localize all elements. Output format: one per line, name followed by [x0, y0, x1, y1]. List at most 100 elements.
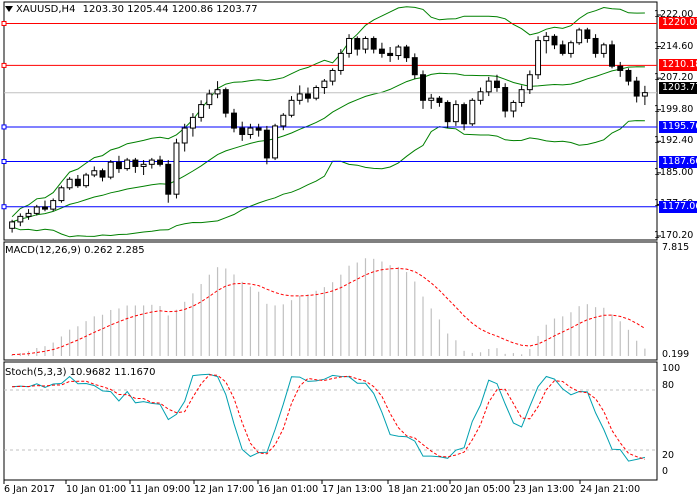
macd-axis-top: 7.815 — [662, 242, 690, 253]
bullish-candle — [124, 159, 131, 170]
bearish-candle — [304, 93, 311, 99]
bullish-candle — [428, 97, 435, 101]
bullish-candle — [600, 44, 607, 54]
bullish-candle — [198, 104, 205, 118]
price-level-tag: 1210.18 — [659, 59, 700, 72]
bullish-candle — [173, 142, 180, 195]
bullish-candle — [543, 35, 550, 42]
bearish-candle — [387, 52, 394, 57]
bearish-candle — [255, 127, 262, 131]
bullish-candle — [288, 99, 295, 116]
bullish-candle — [50, 200, 57, 210]
bearish-candle — [609, 44, 615, 67]
bullish-candle — [641, 92, 648, 97]
time-axis-label: 11 Jan 09:00 — [130, 484, 191, 495]
symbol-label: XAUUSD,H4 — [16, 4, 76, 15]
bearish-candle — [502, 87, 509, 112]
time-axis-label: 17 Jan 13:00 — [322, 484, 383, 495]
bullish-candle — [272, 125, 279, 159]
price-level-tag: 1187.66 — [659, 155, 700, 168]
bullish-candle — [189, 116, 196, 129]
stoch-signal-line — [12, 374, 646, 460]
bullish-candle — [83, 174, 90, 187]
time-axis-label: 16 Jan 01:00 — [258, 484, 319, 495]
price-level-tag: 1177.06 — [659, 200, 700, 213]
bollinger-lower-line — [11, 120, 645, 238]
bullish-candle — [140, 163, 147, 167]
bearish-candle — [420, 74, 426, 101]
bullish-candle — [296, 93, 303, 101]
bearish-candle — [115, 161, 122, 170]
macd-pane-frame — [3, 241, 658, 361]
price-axis-label: 1199.80 — [654, 103, 694, 115]
bullish-candle — [321, 80, 328, 89]
bullish-candle — [91, 170, 98, 176]
time-axis-label: 12 Jan 17:00 — [194, 484, 255, 495]
bullish-candle — [33, 206, 40, 214]
price-level-handle — [1, 124, 7, 130]
time-axis-label: 6 Jan 2017 — [4, 484, 55, 495]
bearish-candle — [239, 127, 246, 135]
bearish-candle — [74, 178, 81, 187]
bollinger-upper-line — [11, 6, 645, 218]
bullish-candle — [58, 187, 65, 202]
price-axis-label: 1185.00 — [654, 166, 694, 178]
bullish-candle — [214, 89, 221, 95]
time-axis-label: 20 Jan 05:00 — [450, 484, 511, 495]
bullish-candle — [452, 104, 459, 123]
bullish-candle — [206, 93, 213, 106]
bearish-candle — [444, 101, 451, 123]
bullish-candle — [107, 161, 114, 178]
macd-signal-line — [12, 267, 646, 356]
main-pane-title: XAUUSD,H4 1203.30 1205.44 1200.86 1203.7… — [5, 4, 258, 15]
bullish-candle — [477, 91, 484, 101]
price-level-tag: 1220.01 — [659, 17, 700, 30]
bearish-candle — [99, 170, 106, 178]
bearish-candle — [231, 112, 237, 129]
bullish-candle — [66, 178, 73, 189]
bullish-candle — [469, 99, 476, 125]
price-level-tag: 1195.76 — [659, 120, 700, 133]
bearish-candle — [625, 69, 632, 82]
bearish-candle — [592, 37, 599, 54]
bearish-candle — [378, 48, 385, 54]
time-axis-label: 23 Jan 13:00 — [514, 484, 575, 495]
bearish-candle — [42, 206, 48, 210]
last-price-tag: 1203.77 — [659, 82, 700, 94]
bearish-candle — [584, 29, 591, 39]
symbol-arrow-icon — [5, 6, 13, 12]
main-pane-frame — [3, 1, 658, 241]
bullish-candle — [395, 46, 402, 57]
price-level-handle — [1, 204, 7, 210]
stoch-axis-0: 0 — [662, 466, 669, 477]
bollinger-middle-line — [11, 66, 645, 223]
price-axis-label: 1222.00 — [654, 9, 694, 20]
bullish-candle — [9, 221, 16, 229]
price-axis-label: 1170.20 — [654, 230, 694, 241]
bullish-candle — [510, 101, 517, 112]
bullish-candle — [337, 52, 344, 71]
bullish-candle — [247, 127, 254, 135]
stoch-axis-80: 80 — [662, 380, 675, 391]
bearish-candle — [157, 159, 163, 165]
macd-axis-bottom: 0.199 — [662, 349, 690, 360]
time-axis-label: 18 Jan 21:00 — [388, 484, 449, 495]
bearish-candle — [411, 57, 418, 76]
bullish-candle — [518, 89, 525, 103]
bullish-candle — [526, 74, 533, 91]
bullish-candle — [346, 37, 353, 54]
bullish-candle — [576, 29, 583, 44]
bearish-candle — [403, 46, 410, 59]
bullish-candle — [181, 127, 188, 144]
price-level-handle — [1, 159, 7, 165]
bearish-candle — [354, 37, 361, 50]
bearish-candle — [222, 89, 229, 114]
bearish-candle — [559, 44, 566, 54]
bullish-candle — [567, 42, 574, 54]
price-level-handle — [1, 20, 7, 26]
stoch-axis-100: 100 — [662, 363, 681, 374]
bearish-candle — [370, 37, 377, 50]
macd-pane-title: MACD(12,26,9) 0.262 2.285 — [5, 245, 145, 256]
bullish-candle — [313, 87, 320, 99]
